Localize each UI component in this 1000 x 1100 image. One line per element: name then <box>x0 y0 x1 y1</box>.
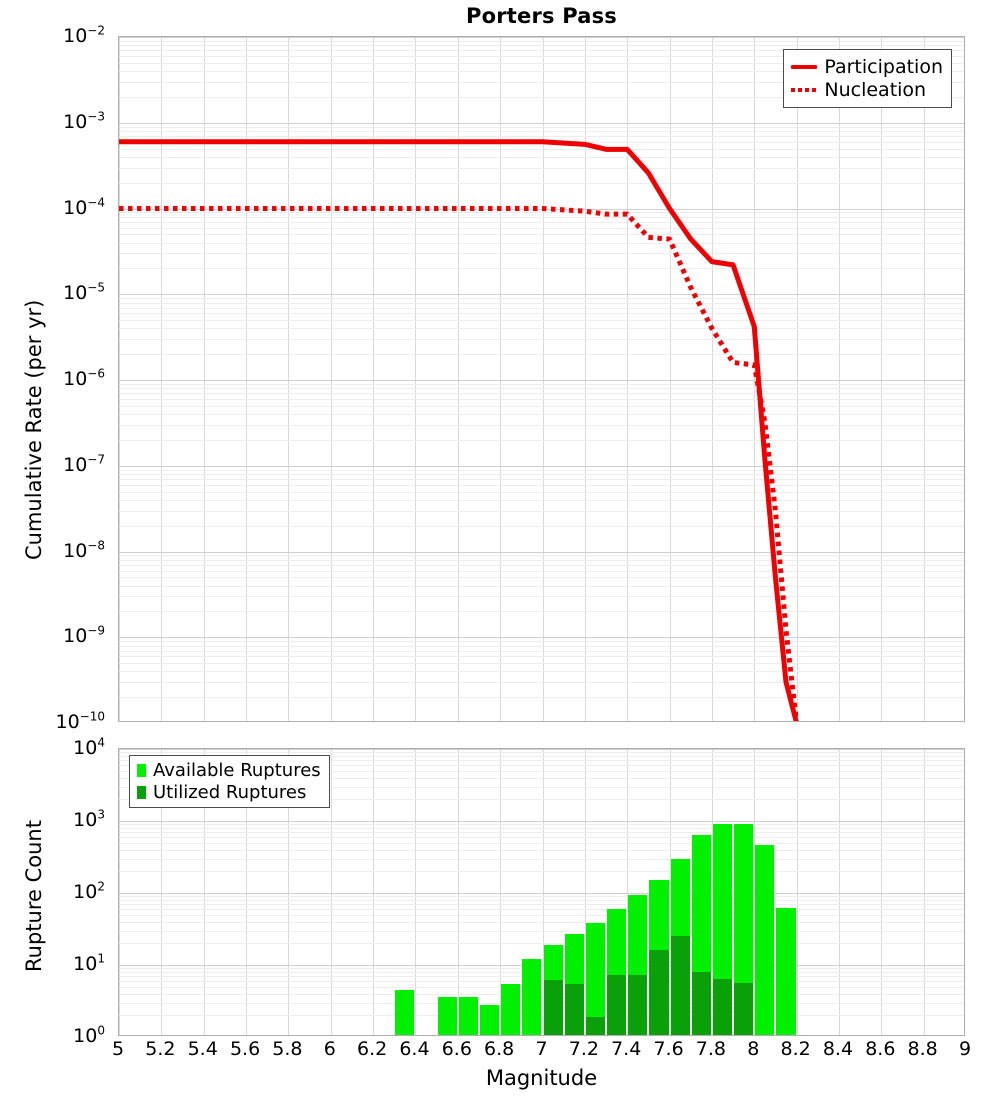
y-tick-label: 10−7 <box>63 454 113 476</box>
bar-available <box>501 984 520 1036</box>
page-title: Porters Pass <box>118 4 965 28</box>
legend-item-participation: Participation <box>791 55 943 78</box>
y-tick-label: 101 <box>73 953 113 975</box>
curve-nucleation <box>119 209 797 723</box>
top-y-tick-labels: 10−210−310−410−510−610−710−810−910−10 <box>0 36 113 722</box>
legend-label-participation: Participation <box>824 56 943 78</box>
legend-label-utilized: Utilized Ruptures <box>153 782 306 803</box>
bar-utilized <box>628 975 647 1036</box>
x-tick-label: 8.6 <box>865 1038 895 1060</box>
x-tick-label: 5.2 <box>145 1038 175 1060</box>
bar-available <box>734 824 753 1036</box>
bar-available <box>586 923 605 1036</box>
y-tick-label: 10−9 <box>63 625 113 647</box>
x-tick-label: 7.8 <box>696 1038 726 1060</box>
x-tick-label: 6.8 <box>484 1038 514 1060</box>
bar-legend: Available Ruptures Utilized Ruptures <box>129 755 330 808</box>
curve-legend: Participation Nucleation <box>783 49 952 108</box>
x-tick-label: 8.2 <box>780 1038 810 1060</box>
bar-available <box>459 997 478 1036</box>
y-tick-label: 10−10 <box>55 711 113 733</box>
bar-available <box>692 835 711 1036</box>
bar-available <box>438 997 457 1036</box>
utilized-swatch-icon <box>135 785 147 799</box>
bar-available <box>544 945 563 1036</box>
bar-utilized <box>713 979 732 1036</box>
y-tick-label: 103 <box>73 809 113 831</box>
x-axis-title: Magnitude <box>118 1066 965 1090</box>
legend-label-nucleation: Nucleation <box>824 79 926 101</box>
y-tick-label: 10−8 <box>63 540 113 562</box>
top-y-axis-title: Cumulative Rate (per yr) <box>22 300 46 560</box>
x-tick-label: 8.8 <box>908 1038 938 1060</box>
bar-utilized <box>671 936 690 1036</box>
bar-available <box>628 895 647 1036</box>
legend-item-available: Available Ruptures <box>135 759 321 781</box>
y-tick-label: 10−4 <box>63 197 113 219</box>
y-tick-label: 10−5 <box>63 282 113 304</box>
bar-available <box>671 859 690 1036</box>
x-tick-label: 7.6 <box>653 1038 683 1060</box>
rupture-count-plot: Available Ruptures Utilized Ruptures <box>118 748 965 1036</box>
available-swatch-icon <box>135 763 147 777</box>
x-tick-label: 6.2 <box>357 1038 387 1060</box>
x-tick-label: 8.4 <box>823 1038 853 1060</box>
x-tick-label: 5 <box>112 1038 124 1060</box>
x-tick-label: 5.8 <box>272 1038 302 1060</box>
legend-label-available: Available Ruptures <box>153 760 321 781</box>
curve-participation <box>119 142 797 722</box>
x-tick-label: 7.4 <box>611 1038 641 1060</box>
x-tick-label: 6 <box>324 1038 336 1060</box>
bar-utilized <box>544 980 563 1036</box>
y-tick-label: 104 <box>73 737 113 759</box>
bar-utilized <box>586 1017 605 1036</box>
x-tick-label: 7.2 <box>569 1038 599 1060</box>
y-tick-label: 10−2 <box>63 25 113 47</box>
x-tick-labels: 55.25.45.65.866.26.46.66.877.27.47.67.88… <box>118 1038 965 1064</box>
bar-utilized <box>692 972 711 1036</box>
bar-available <box>607 909 626 1036</box>
bar-utilized <box>565 984 584 1036</box>
bottom-y-tick-labels: 104103102101100 <box>0 748 113 1036</box>
bottom-y-axis-title: Rupture Count <box>22 820 46 972</box>
participation-line-icon <box>791 60 817 74</box>
x-tick-label: 7 <box>535 1038 547 1060</box>
legend-item-nucleation: Nucleation <box>791 78 943 101</box>
bar-utilized <box>607 975 626 1036</box>
x-tick-label: 8 <box>747 1038 759 1060</box>
y-tick-label: 100 <box>73 1025 113 1047</box>
bar-available <box>649 880 668 1036</box>
bar-available <box>713 824 732 1036</box>
bar-utilized <box>649 950 668 1036</box>
curve-svg <box>119 37 965 722</box>
cumulative-rate-plot: Participation Nucleation <box>118 36 965 722</box>
bar-available <box>395 990 414 1036</box>
x-tick-label: 5.4 <box>188 1038 218 1060</box>
bar-available <box>480 1005 499 1036</box>
bar-available <box>755 845 774 1036</box>
top-curves <box>119 37 964 721</box>
y-tick-label: 10−3 <box>63 111 113 133</box>
x-tick-label: 6.6 <box>442 1038 472 1060</box>
x-tick-label: 9 <box>959 1038 971 1060</box>
x-tick-label: 6.4 <box>399 1038 429 1060</box>
bar-available <box>565 934 584 1036</box>
y-tick-label: 102 <box>73 881 113 903</box>
legend-item-utilized: Utilized Ruptures <box>135 781 321 803</box>
bar-utilized <box>734 983 753 1036</box>
bar-available <box>522 959 541 1036</box>
bar-available <box>776 908 795 1036</box>
nucleation-line-icon <box>791 83 817 97</box>
figure-root: Porters Pass 10−2 10−3 10−4 10−5 10−6 10−7 10−… <box>0 0 1000 1100</box>
y-tick-label: 10−6 <box>63 368 113 390</box>
x-tick-label: 5.6 <box>230 1038 260 1060</box>
